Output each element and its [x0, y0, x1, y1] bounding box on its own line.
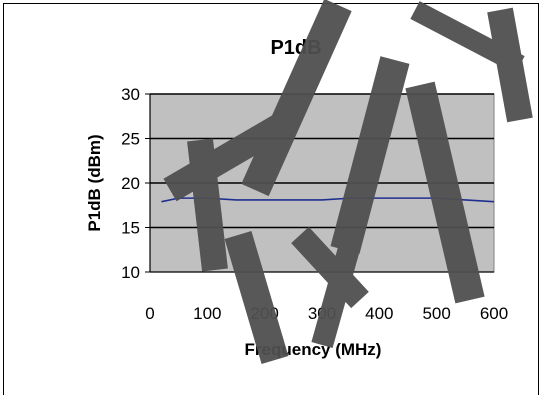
x-tick-label: 600 [480, 304, 508, 323]
x-tick-label: 400 [365, 304, 393, 323]
x-tick-label: 0 [145, 304, 154, 323]
watermark-stroke [311, 242, 361, 348]
watermark-stroke [224, 231, 289, 364]
watermark-stroke [241, 0, 352, 197]
y-tick-label: 25 [121, 130, 140, 149]
watermark-stroke [163, 108, 297, 202]
x-tick-label: 100 [193, 304, 221, 323]
y-tick-label: 20 [121, 174, 140, 193]
watermark-stroke [410, 1, 525, 74]
y-tick-label: 30 [121, 85, 140, 104]
watermark [163, 0, 533, 364]
y-tick-label: 15 [121, 219, 140, 238]
x-tick-label: 500 [422, 304, 450, 323]
watermark-stroke [405, 81, 485, 304]
y-axis-label: P1dB (dBm) [85, 134, 104, 231]
y-tick-label: 10 [121, 263, 140, 282]
watermark-stroke [330, 56, 410, 254]
y-tick-labels: 10 15 20 25 30 [121, 85, 140, 282]
watermark-stroke [291, 226, 369, 309]
watermark-stroke [187, 138, 228, 272]
